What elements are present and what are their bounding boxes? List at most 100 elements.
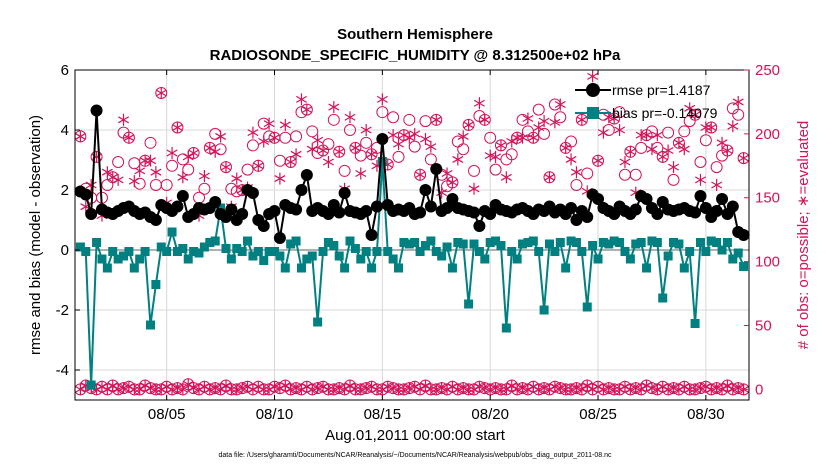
evaluated-obs-marker bbox=[495, 139, 507, 152]
y-right-tick-label: 200 bbox=[755, 126, 780, 143]
bias-point bbox=[270, 247, 280, 256]
bias-point bbox=[496, 241, 506, 250]
evaluated-obs-marker bbox=[624, 145, 636, 158]
bias-point bbox=[302, 254, 312, 264]
possible-obs-marker bbox=[678, 125, 691, 138]
rmse-point bbox=[333, 206, 346, 219]
evaluated-obs-marker bbox=[333, 145, 345, 158]
y-right-tick-label: 250 bbox=[755, 62, 780, 79]
bias-point bbox=[296, 263, 306, 273]
evaluated-obs-marker bbox=[651, 129, 663, 142]
evaluated-obs-marker bbox=[689, 108, 701, 121]
rmse-point bbox=[225, 203, 238, 216]
bias-point bbox=[172, 247, 182, 256]
bias-point bbox=[491, 236, 501, 246]
possible-obs-marker bbox=[581, 167, 594, 180]
bias-point bbox=[669, 238, 679, 247]
bias-point bbox=[480, 254, 490, 264]
bias-point bbox=[318, 247, 328, 256]
rmse-series bbox=[74, 104, 750, 244]
bias-point bbox=[679, 263, 689, 273]
evaluated-obs-marker bbox=[673, 136, 685, 149]
evaluated-obs-marker bbox=[387, 129, 399, 142]
rmse-point bbox=[360, 205, 373, 217]
possible-obs-marker bbox=[505, 148, 518, 161]
legend-rmse-marker bbox=[586, 83, 600, 97]
evaluated-obs-marker bbox=[463, 118, 475, 131]
evaluated-obs-marker bbox=[85, 178, 97, 191]
bias-point bbox=[415, 247, 425, 256]
rmse-point bbox=[295, 184, 308, 196]
y-right-tick-label: 50 bbox=[755, 317, 772, 334]
bias-point bbox=[340, 263, 350, 273]
bias-point bbox=[189, 247, 199, 256]
evaluated-obs-marker bbox=[150, 166, 162, 179]
low-obs-series bbox=[74, 378, 750, 396]
rmse-point bbox=[565, 202, 578, 214]
evaluated-obs-marker bbox=[128, 175, 140, 188]
evaluated-obs-marker bbox=[700, 121, 712, 134]
bias-point bbox=[717, 245, 727, 255]
evaluated-obs-marker bbox=[732, 95, 744, 108]
bias-point bbox=[307, 251, 317, 261]
evaluated-obs-marker bbox=[425, 140, 437, 153]
evaluated-obs-marker bbox=[738, 152, 750, 165]
rmse-point bbox=[629, 203, 642, 216]
evaluated-obs-marker bbox=[657, 150, 669, 163]
bias-point bbox=[539, 305, 549, 315]
rmse-point bbox=[430, 163, 443, 175]
bias-point bbox=[712, 238, 722, 247]
bias-point bbox=[550, 247, 560, 256]
rmse-point bbox=[176, 190, 189, 202]
rmse-point bbox=[716, 193, 729, 205]
bias-point bbox=[108, 247, 118, 256]
bias-point bbox=[571, 238, 581, 247]
bias-point bbox=[566, 236, 576, 246]
bias-point bbox=[652, 238, 662, 247]
possible-obs-marker bbox=[570, 178, 583, 191]
bias-point bbox=[151, 280, 161, 289]
rmse-point bbox=[699, 202, 712, 214]
rmse-point bbox=[640, 193, 653, 205]
bias-point bbox=[194, 248, 204, 258]
bias-point bbox=[636, 238, 646, 247]
rmse-point bbox=[473, 220, 486, 232]
bias-point bbox=[323, 238, 333, 247]
bias-point bbox=[102, 263, 112, 273]
possible-obs-marker bbox=[424, 153, 437, 166]
evaluated-obs-marker bbox=[414, 168, 426, 181]
bias-point bbox=[92, 238, 102, 247]
bias-point bbox=[631, 239, 641, 249]
evaluated-obs-marker bbox=[560, 141, 572, 154]
x-axis-label: Aug.01,2011 00:00:00 start bbox=[325, 427, 506, 444]
chart-title-line1: Southern Hemisphere bbox=[337, 26, 493, 43]
possible-obs-marker bbox=[290, 130, 303, 143]
evaluated-obs-marker bbox=[570, 166, 582, 179]
x-tick-label: 08/15 bbox=[364, 406, 402, 423]
bias-point bbox=[75, 242, 85, 252]
possible-obs-marker bbox=[112, 155, 125, 168]
evaluated-obs-marker bbox=[209, 145, 221, 158]
bias-point bbox=[518, 239, 528, 249]
evaluated-obs-marker bbox=[538, 115, 550, 128]
possible-obs-marker bbox=[241, 163, 254, 176]
evaluated-obs-marker bbox=[274, 172, 286, 185]
possible-obs-marker bbox=[468, 164, 481, 177]
bias-point bbox=[485, 238, 495, 247]
rmse-point bbox=[300, 169, 313, 181]
bias-point bbox=[604, 239, 614, 249]
bias-point bbox=[739, 262, 749, 271]
evaluated-obs-marker bbox=[576, 113, 588, 126]
bias-point bbox=[690, 319, 700, 328]
bias-point bbox=[507, 247, 517, 256]
x-tick-label: 08/20 bbox=[471, 406, 509, 423]
bias-point bbox=[210, 236, 220, 246]
plot-frame bbox=[74, 69, 750, 401]
bias-point bbox=[129, 263, 139, 273]
rmse-point bbox=[414, 206, 427, 219]
evaluated-obs-marker bbox=[220, 161, 232, 174]
bias-point bbox=[124, 247, 134, 256]
bias-point bbox=[555, 238, 565, 247]
y-left-tick-label: 6 bbox=[61, 62, 69, 79]
evaluated-obs-marker bbox=[279, 118, 291, 131]
